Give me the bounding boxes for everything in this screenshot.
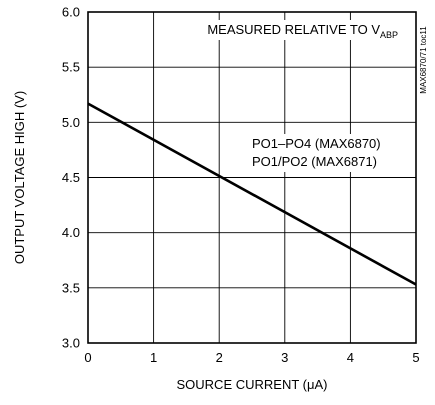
y-axis-label: OUTPUT VOLTAGE HIGH (V)	[12, 91, 27, 264]
figure-id: MAX6870/71 toc11	[419, 26, 428, 94]
y-tick-label: 4.5	[62, 170, 80, 185]
x-axis-label: SOURCE CURRENT (μA)	[177, 377, 328, 392]
x-tick-label: 4	[347, 350, 354, 365]
grid	[87, 11, 417, 344]
header-annotation-background	[192, 20, 402, 40]
series-label-background	[246, 134, 396, 172]
y-tick-label: 3.0	[62, 336, 80, 351]
header-annotation-subscript: ABP	[380, 30, 398, 40]
y-tick-label: 6.0	[62, 5, 80, 20]
x-tick-label: 0	[84, 350, 91, 365]
series-label-line-2: PO1/PO2 (MAX6871)	[252, 154, 377, 169]
y-tick-label: 5.5	[62, 60, 80, 75]
x-tick-labels: 0 1 2 3 4 5	[84, 350, 419, 365]
y-tick-label: 5.0	[62, 115, 80, 130]
plot-frame	[87, 11, 417, 344]
series-group	[87, 102, 417, 286]
y-tick-label: 4.0	[62, 225, 80, 240]
x-tick-label: 5	[412, 350, 419, 365]
x-tick-label: 1	[150, 350, 157, 365]
series-label-line-1: PO1–PO4 (MAX6870)	[252, 136, 381, 151]
header-annotation-main: MEASURED RELATIVE TO V	[207, 22, 380, 37]
x-tick-label: 2	[216, 350, 223, 365]
series-line	[87, 102, 417, 286]
header-annotation: MEASURED RELATIVE TO VABP	[207, 22, 398, 40]
y-tick-labels: 3.0 3.5 4.0 4.5 5.0 5.5 6.0	[62, 5, 80, 351]
x-tick-label: 3	[281, 350, 288, 365]
y-tick-label: 3.5	[62, 280, 80, 295]
